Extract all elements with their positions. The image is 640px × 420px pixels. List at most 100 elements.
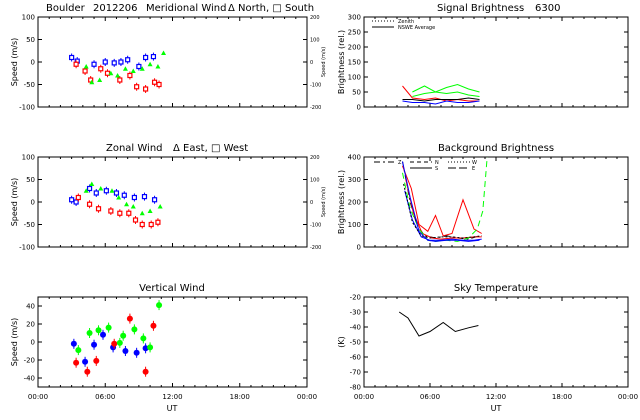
zonal-series0-point xyxy=(141,194,148,200)
meridional-series0-point xyxy=(150,53,157,60)
vertical-series1-point xyxy=(150,322,157,329)
date-label: 2012206 xyxy=(93,3,138,14)
vertical-series1-point xyxy=(126,315,133,322)
meridional-legend: Δ North, □ South xyxy=(228,3,314,14)
zonal-series0-point xyxy=(93,190,99,196)
meridional-y2tick-label: -200 xyxy=(310,105,321,111)
signal-ytick-label: 0 xyxy=(357,104,361,112)
zonal-series0-point xyxy=(131,194,137,201)
vertical-title: Vertical Wind xyxy=(139,283,205,294)
background-ytick-label: 0 xyxy=(357,244,361,252)
vertical-xtick-label: 00:00 xyxy=(297,393,317,401)
background-series5-line xyxy=(404,190,482,241)
meridional-series1-point xyxy=(127,72,133,79)
vertical-series0-point xyxy=(133,349,140,356)
meridional-series2-point xyxy=(89,79,95,85)
sky-xtick-label: 12:00 xyxy=(486,393,506,401)
background-series1-line xyxy=(402,165,482,237)
zonal-series1-point xyxy=(75,194,81,201)
meridional-ytick-label: -50 xyxy=(24,81,35,89)
vertical-frame xyxy=(37,296,308,388)
zonal-series1-point xyxy=(155,219,161,225)
meridional-title: Meridional Wind xyxy=(146,3,226,14)
vertical-series2-point xyxy=(95,327,102,334)
zonal-series1-point xyxy=(126,210,132,216)
vertical-xtick-label: 12:00 xyxy=(162,393,182,401)
meridional-series0-point xyxy=(125,57,131,63)
zonal-series0-point xyxy=(121,192,127,198)
vertical-series2-point xyxy=(131,326,138,333)
zonal-series2-point xyxy=(147,208,153,213)
sky-ytick-label: -70 xyxy=(350,369,361,377)
meridional-series2-point xyxy=(147,61,153,67)
zonal-ytick-label: 100 xyxy=(22,154,35,162)
vertical-series2-point xyxy=(75,347,82,354)
zonal-series0-point xyxy=(86,185,93,192)
vertical-series0-point xyxy=(122,348,129,354)
zonal-series0-point xyxy=(113,190,120,196)
meridional-ytick-label: 50 xyxy=(26,36,35,44)
signal-legend: Zenith NSWE Average xyxy=(372,19,435,31)
bg-legend-w: W xyxy=(472,160,477,166)
meridional-series2-point xyxy=(83,64,89,69)
sky-frame xyxy=(363,296,629,388)
zonal-y2tick-label: -100 xyxy=(310,223,321,229)
meridional-series1-point xyxy=(151,79,158,85)
zonal-legend: Δ East, □ West xyxy=(173,143,248,154)
bg-legend-z: Z xyxy=(398,160,402,166)
sky-ytick-label: -50 xyxy=(350,339,361,347)
vertical-series2-point xyxy=(105,324,112,331)
zonal-ylabel: Speed (m/s) xyxy=(10,178,19,227)
vertical-ytick-label: 40 xyxy=(26,303,35,311)
vertical-ytick-label: 0 xyxy=(31,339,35,347)
zonal-ytick-label: -100 xyxy=(19,244,35,252)
vertical-ytick-label: 20 xyxy=(26,321,35,329)
zonal-series2-point xyxy=(124,201,130,207)
signal-legend-average: NSWE Average xyxy=(398,25,435,31)
sky-xtick-label: 06:00 xyxy=(420,393,440,401)
vertical-series0-point xyxy=(82,358,89,365)
vertical-xtick-label: 00:00 xyxy=(28,393,48,401)
meridional-y2tick-label: 200 xyxy=(310,15,320,21)
signal-series2-line xyxy=(402,100,480,105)
bg-legend-n: N xyxy=(435,160,439,166)
signal-title: Signal Brightness xyxy=(437,3,524,14)
vertical-series1-point xyxy=(93,357,100,364)
zonal-y2tick-label: 200 xyxy=(310,155,320,161)
signal-series4-line xyxy=(412,91,480,97)
signal-ytick-label: 300 xyxy=(348,14,361,22)
zonal-series2-point xyxy=(116,195,122,200)
sky-title: Sky Temperature xyxy=(454,283,538,294)
meridional-y2label: Speed (m/s) xyxy=(321,47,327,77)
signal-ytick-label: 50 xyxy=(352,89,361,97)
zonal-series1-point xyxy=(139,221,145,228)
meridional-series1-point xyxy=(143,86,149,92)
sky-ytick-label: -60 xyxy=(350,354,361,362)
meridional-ytick-label: -100 xyxy=(19,104,35,112)
vertical-series1-point xyxy=(111,340,118,347)
meridional-ylabel: Speed (m/s) xyxy=(10,38,19,87)
zonal-series2-point xyxy=(130,204,136,209)
meridional-series0-point xyxy=(118,59,124,65)
sky-xtick-label: 18:00 xyxy=(552,393,572,401)
meridional-series0-point xyxy=(143,54,149,61)
sky-ytick-label: -80 xyxy=(350,384,361,392)
signal-ytick-label: 100 xyxy=(348,74,361,82)
vertical-series0-point xyxy=(91,341,98,348)
sky-ytick-label: -40 xyxy=(350,324,361,332)
zonal-series1-point xyxy=(95,206,102,212)
zonal-y2tick-label: 0 xyxy=(310,200,313,206)
meridional-series1-point xyxy=(73,61,79,67)
signal-wavelength: 6300 xyxy=(535,3,560,14)
vertical-xtick-label: 06:00 xyxy=(95,393,115,401)
meridional-series1-point xyxy=(156,81,162,88)
vertical-xtick-label: 18:00 xyxy=(230,393,250,401)
meridional-y2tick-label: 100 xyxy=(310,38,320,44)
meridional-series0-point xyxy=(111,60,117,66)
vertical-series2-point xyxy=(156,302,163,309)
signal-series1-line xyxy=(402,97,480,102)
meridional-series2-point xyxy=(122,66,128,71)
signal-ytick-label: 200 xyxy=(348,44,361,52)
zonal-series2-point xyxy=(98,186,104,191)
